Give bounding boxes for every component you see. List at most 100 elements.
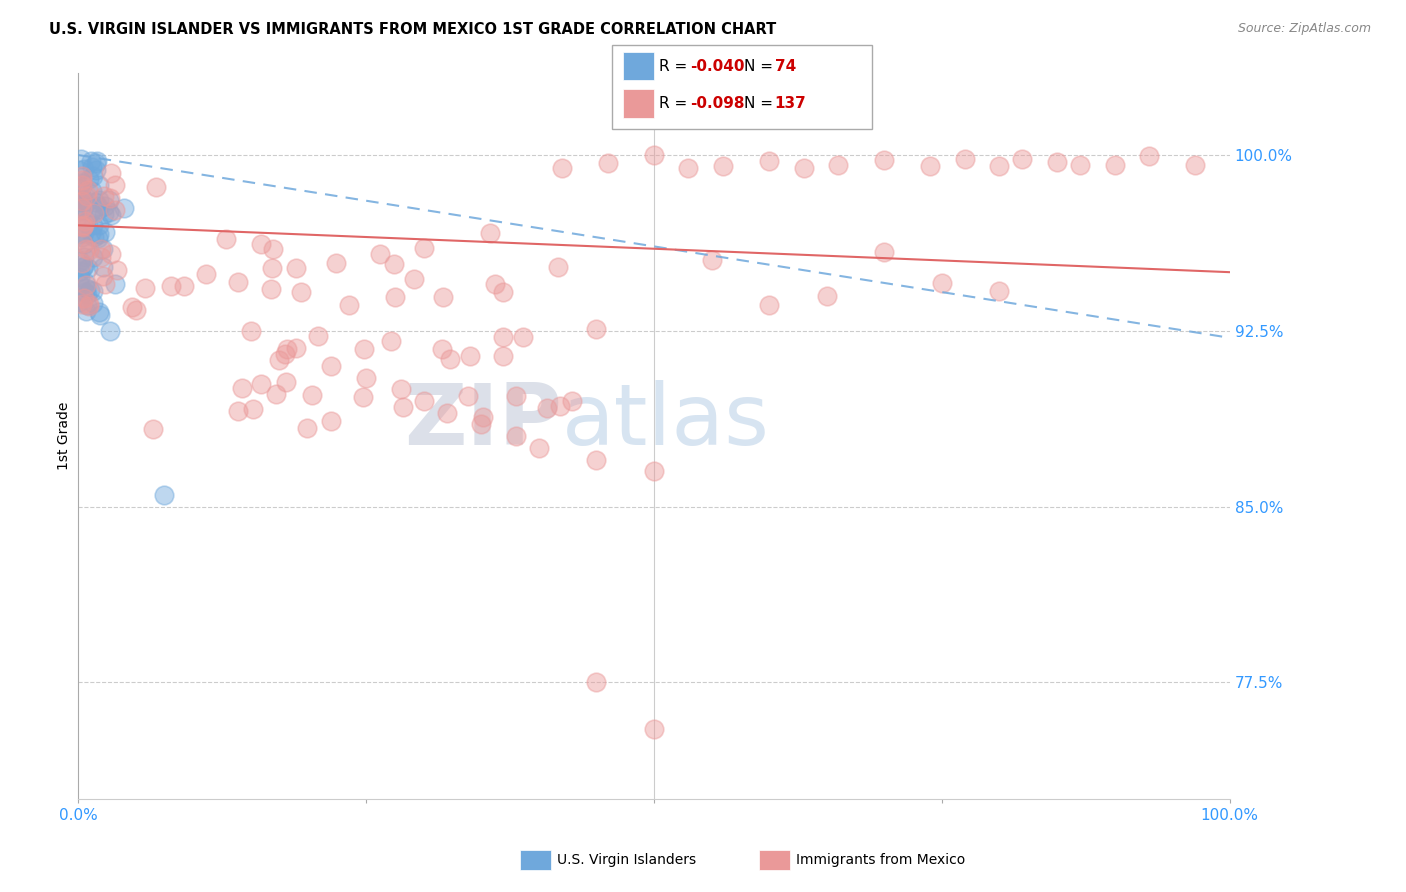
Point <box>321 359 343 373</box>
Point <box>77 243 100 257</box>
Point <box>73 259 96 273</box>
Point <box>76 303 98 318</box>
Point <box>436 406 458 420</box>
Point <box>260 282 283 296</box>
Point <box>84 156 107 170</box>
Point <box>73 214 96 228</box>
Point <box>1011 153 1033 167</box>
Point <box>430 342 453 356</box>
Point <box>249 376 271 391</box>
Point <box>72 194 94 208</box>
Point <box>262 260 284 275</box>
Point <box>77 299 100 313</box>
Point <box>82 296 104 310</box>
Point <box>70 177 93 191</box>
Point <box>548 399 571 413</box>
Point <box>145 180 167 194</box>
Point <box>758 298 780 312</box>
Point <box>77 171 100 186</box>
Point <box>75 278 97 293</box>
Point <box>100 208 122 222</box>
Point <box>89 308 111 322</box>
Point <box>73 218 96 232</box>
Point <box>67 294 90 309</box>
Point <box>70 256 93 270</box>
Point <box>231 381 253 395</box>
Point <box>80 204 103 219</box>
Point <box>70 194 93 208</box>
Point <box>80 226 103 240</box>
Point <box>1046 155 1069 169</box>
Point <box>439 351 461 366</box>
Point <box>90 242 112 256</box>
Point <box>82 169 104 183</box>
Y-axis label: 1st Grade: 1st Grade <box>58 402 72 470</box>
Point <box>70 194 93 209</box>
Point <box>69 269 91 284</box>
Point <box>267 352 290 367</box>
Point <box>262 242 284 256</box>
Point <box>242 402 264 417</box>
Point <box>72 260 94 275</box>
Point <box>70 297 93 311</box>
Text: N =: N = <box>744 96 778 111</box>
Point <box>67 162 90 177</box>
Text: -0.040: -0.040 <box>690 59 745 73</box>
Point <box>87 193 110 207</box>
Point <box>492 349 515 363</box>
Point <box>134 281 156 295</box>
Point <box>512 330 534 344</box>
Point <box>643 722 665 736</box>
Point <box>337 298 360 312</box>
Point <box>91 268 114 283</box>
Text: R =: R = <box>659 96 693 111</box>
Point <box>142 422 165 436</box>
Text: R =: R = <box>659 59 693 73</box>
Point <box>84 162 107 177</box>
Point <box>368 246 391 260</box>
Point <box>77 183 100 197</box>
Text: U.S. Virgin Islanders: U.S. Virgin Islanders <box>557 853 696 867</box>
Point <box>276 343 298 357</box>
Point <box>82 218 104 232</box>
Point <box>73 236 96 251</box>
Point <box>384 257 406 271</box>
Point <box>547 260 569 274</box>
Point <box>432 290 454 304</box>
Point <box>988 159 1011 173</box>
Point <box>307 329 329 343</box>
Point <box>87 202 110 216</box>
Point <box>643 464 665 478</box>
Point <box>70 153 93 167</box>
Point <box>76 217 98 231</box>
Point <box>104 277 127 291</box>
Point <box>94 277 117 291</box>
Point <box>80 184 103 198</box>
Point <box>75 281 97 295</box>
Point <box>91 260 114 274</box>
Point <box>478 226 501 240</box>
Point <box>105 263 128 277</box>
Point <box>412 394 434 409</box>
Text: -0.098: -0.098 <box>690 96 745 111</box>
Point <box>458 350 481 364</box>
Point <box>354 370 377 384</box>
Point <box>643 148 665 162</box>
Point <box>69 254 91 268</box>
Point <box>457 389 479 403</box>
Point <box>82 284 104 298</box>
Point <box>827 158 849 172</box>
Point <box>290 285 312 300</box>
Point <box>67 199 90 213</box>
Point <box>69 227 91 242</box>
Point <box>121 301 143 315</box>
Point <box>931 277 953 291</box>
Point <box>276 376 298 390</box>
Point <box>392 401 415 415</box>
Point <box>70 204 93 219</box>
Point <box>274 347 297 361</box>
Point <box>75 242 97 256</box>
Point <box>159 279 181 293</box>
Text: Source: ZipAtlas.com: Source: ZipAtlas.com <box>1237 22 1371 36</box>
Point <box>239 324 262 338</box>
